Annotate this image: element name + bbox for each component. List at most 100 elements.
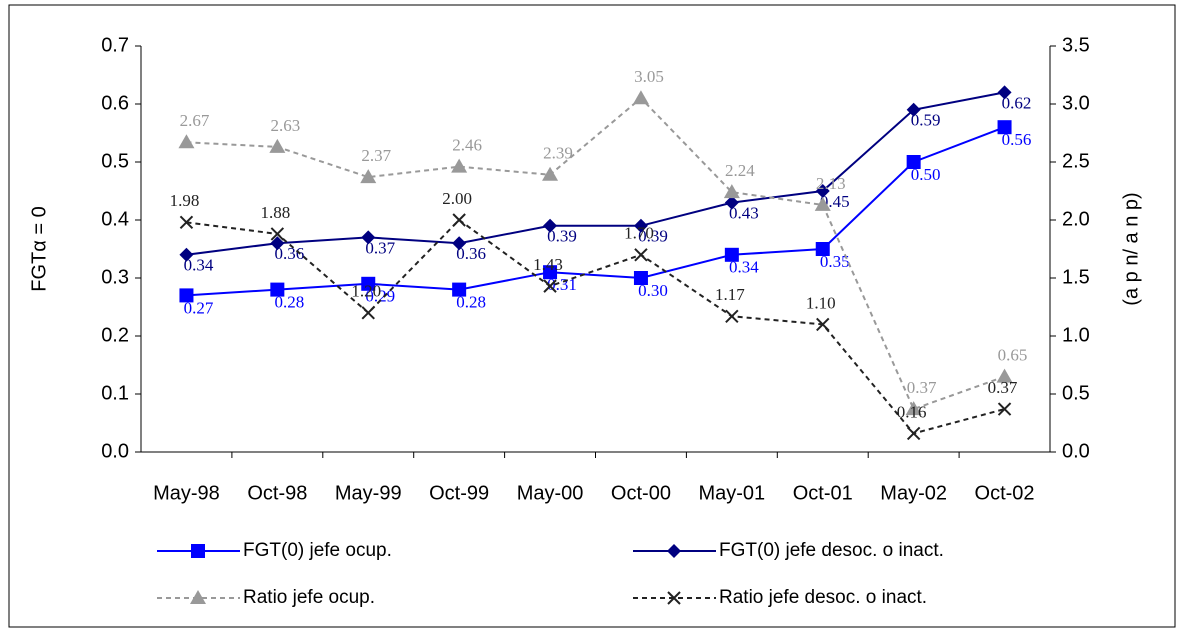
data-point <box>542 166 559 181</box>
chart-frame <box>8 4 1176 628</box>
value-label: 0.56 <box>1002 130 1032 149</box>
y2-tick-label: 1.5 <box>1062 266 1090 288</box>
data-point <box>361 276 376 291</box>
x-tick-label: May-02 <box>880 482 947 504</box>
y2-tick-label: 2.0 <box>1062 208 1090 230</box>
data-point <box>814 196 831 211</box>
y-tick-label: 0.2 <box>101 324 129 346</box>
value-label: 0.28 <box>274 293 304 312</box>
value-label: 2.13 <box>816 174 846 193</box>
data-point <box>906 102 921 117</box>
value-label: 0.37 <box>907 378 937 397</box>
data-point <box>906 155 921 169</box>
y2-tick-label: 0.5 <box>1062 382 1090 404</box>
y-axis-label: FGTα = 0 <box>28 206 50 291</box>
data-point <box>452 282 467 297</box>
x-tick-label: Oct-98 <box>247 482 307 504</box>
y2-axis-label: (a p n/ a n p) <box>1120 192 1142 305</box>
series-line <box>186 91 1005 256</box>
series-line <box>186 126 1005 297</box>
data-point <box>543 265 558 280</box>
data-point <box>632 90 649 105</box>
y2-tick-label: 2.5 <box>1062 150 1090 172</box>
data-point <box>270 227 285 241</box>
data-point <box>361 230 376 245</box>
y2-tick-label: 3.0 <box>1062 92 1090 114</box>
value-label: 0.65 <box>998 346 1028 365</box>
data-point <box>269 138 286 153</box>
value-label: 0.62 <box>1002 93 1032 112</box>
data-point <box>178 134 195 149</box>
value-label: 0.43 <box>729 204 759 223</box>
x-tick-label: Oct-01 <box>793 482 853 504</box>
y-tick-label: 0.6 <box>101 92 129 114</box>
data-point <box>633 271 648 285</box>
data-point <box>452 213 466 227</box>
data-point <box>179 247 194 262</box>
series-line <box>186 96 1005 411</box>
data-point <box>815 242 830 256</box>
data-point <box>723 184 740 199</box>
y2-tick-label: 1.0 <box>1062 324 1090 346</box>
y-tick-label: 0.0 <box>101 440 129 462</box>
y-tick-label: 0.7 <box>101 34 129 56</box>
value-label: 2.00 <box>442 189 472 208</box>
value-label: 0.34 <box>184 256 214 275</box>
value-label: 0.16 <box>897 402 927 421</box>
data-point <box>633 218 648 233</box>
value-label: 0.37 <box>365 238 395 257</box>
x-tick-label: May-01 <box>698 482 765 504</box>
value-label: 2.24 <box>725 161 755 180</box>
value-label: 1.17 <box>715 285 745 304</box>
x-tick-label: May-99 <box>335 482 402 504</box>
value-label: 3.05 <box>634 67 664 86</box>
data-point <box>997 85 1012 100</box>
x-tick-label: May-98 <box>153 482 220 504</box>
data-point <box>179 288 194 303</box>
data-point <box>996 368 1013 383</box>
value-label: 0.36 <box>456 244 486 263</box>
value-label: 1.70 <box>624 224 654 243</box>
value-label: 0.34 <box>729 258 759 277</box>
legend-marker <box>667 591 681 605</box>
value-label: 0.39 <box>638 227 668 246</box>
x-tick-label: Oct-02 <box>975 482 1035 504</box>
data-point <box>816 317 830 332</box>
legend-label: Ratio jefe ocup. <box>243 587 375 608</box>
legend-label: FGT(0) jefe desoc. o inact. <box>719 540 944 561</box>
data-point <box>270 282 285 297</box>
value-label: 2.46 <box>452 136 482 155</box>
series-line <box>186 218 1005 435</box>
value-label: 0.37 <box>988 378 1018 397</box>
data-point <box>361 306 375 320</box>
value-label: 0.59 <box>911 111 941 130</box>
y2-tick-label: 0.0 <box>1062 440 1090 462</box>
y-tick-label: 0.3 <box>101 266 129 288</box>
x-tick-label: May-00 <box>517 482 584 504</box>
value-label: 2.63 <box>270 116 300 135</box>
legend-marker <box>191 544 205 558</box>
data-point <box>543 279 557 293</box>
value-label: 0.30 <box>638 281 668 300</box>
y-tick-label: 0.1 <box>101 382 129 404</box>
value-label: 2.37 <box>361 146 391 165</box>
data-point <box>724 247 739 262</box>
data-point <box>270 236 285 251</box>
data-point <box>997 120 1012 135</box>
value-label: 1.43 <box>533 255 563 274</box>
data-point <box>543 218 558 233</box>
data-point <box>452 236 467 251</box>
data-point <box>179 215 194 230</box>
data-point <box>815 184 830 198</box>
data-point <box>905 401 922 416</box>
legend-label: Ratio jefe desoc. o inact. <box>719 587 927 608</box>
value-label: 0.27 <box>184 298 214 317</box>
data-point <box>451 158 468 173</box>
x-tick-label: Oct-99 <box>429 482 489 504</box>
y2-tick-label: 3.5 <box>1062 34 1090 56</box>
value-label: 2.39 <box>543 144 573 163</box>
value-label: 2.67 <box>180 111 210 130</box>
value-label: 0.39 <box>547 227 577 246</box>
y-tick-label: 0.5 <box>101 150 129 172</box>
